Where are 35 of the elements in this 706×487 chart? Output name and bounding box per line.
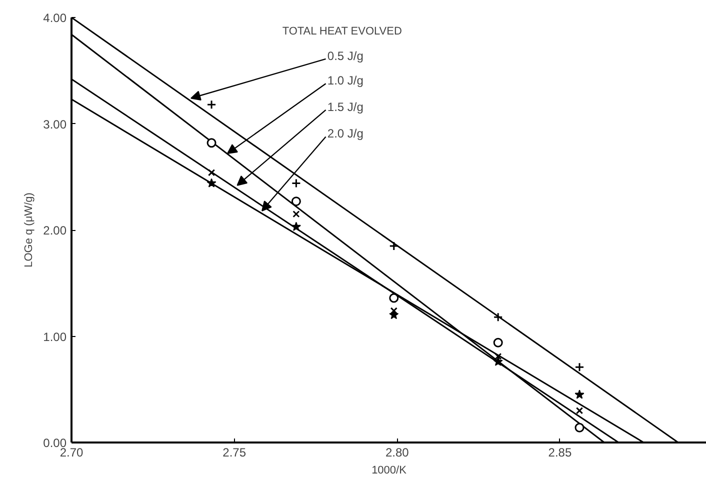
point — [291, 222, 301, 231]
point — [493, 338, 503, 348]
annotation: 1.0 J/g — [327, 73, 364, 88]
annotation: TOTAL HEAT EVOLVED — [282, 26, 402, 38]
point — [206, 100, 216, 110]
point — [390, 307, 398, 314]
point — [389, 241, 399, 251]
point — [574, 390, 584, 399]
x-tick-label: 2.85 — [548, 446, 572, 460]
y-axis-title: LOGe q (μW/g) — [23, 192, 36, 268]
x-tick-label: 2.70 — [60, 446, 84, 460]
y-tick-label: 1.00 — [43, 330, 67, 344]
x-tick-label: 2.75 — [222, 446, 246, 460]
point — [494, 352, 502, 360]
x-tick-label: 2.80 — [385, 446, 410, 460]
annotation: 2.0 J/g — [327, 126, 364, 141]
point — [206, 178, 216, 188]
point — [389, 310, 399, 320]
point — [291, 196, 301, 206]
point — [574, 422, 584, 432]
point — [493, 356, 503, 366]
point — [291, 178, 301, 188]
y-tick-label: 3.00 — [43, 117, 67, 132]
annotation: 1.5 J/g — [327, 100, 364, 114]
y-tick-label: 2.00 — [43, 224, 67, 238]
point — [208, 169, 216, 176]
annotation: 0.5 J/g — [327, 48, 364, 63]
point — [292, 210, 300, 218]
x-axis-title: 1000/K — [372, 464, 408, 476]
point — [574, 362, 584, 372]
point — [493, 312, 503, 322]
y-tick-label: 4.00 — [43, 11, 67, 25]
point — [206, 138, 216, 148]
point — [389, 293, 399, 303]
point — [576, 407, 584, 414]
